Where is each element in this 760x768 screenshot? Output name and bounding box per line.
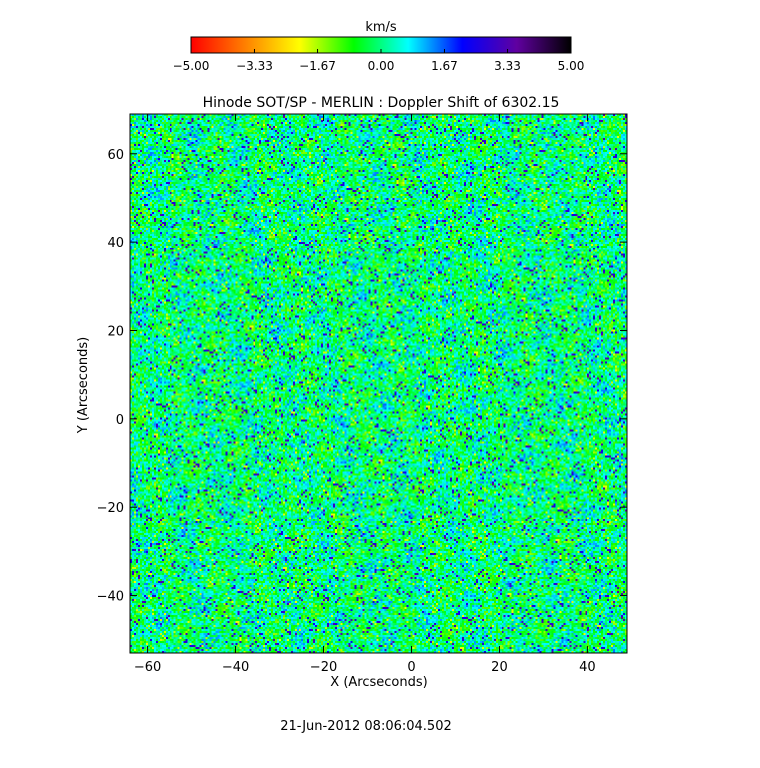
colorbar-label: km/s: [365, 20, 397, 35]
y-tick-label: 40: [107, 236, 124, 251]
colorbar-tick-label: 0.00: [368, 59, 395, 73]
y-tick-label: −20: [97, 501, 124, 516]
x-tick-label: 0: [407, 660, 415, 675]
x-tick-label: −20: [310, 660, 337, 675]
x-axis-label: X (Arcseconds): [330, 675, 427, 690]
colorbar-tick-label: −3.33: [236, 59, 273, 73]
y-tick-label: 0: [116, 413, 124, 428]
plot-frame: [129, 113, 628, 654]
y-tick-label: 60: [107, 148, 124, 163]
colorbar-tick-label: 1.67: [431, 59, 458, 73]
y-tick-label: 20: [107, 324, 124, 339]
colorbar-ticks: −5.00 −3.33 −1.67 0.00 1.67 3.33 5.00: [173, 49, 585, 73]
timestamp: 21-Jun-2012 08:06:04.502: [280, 719, 452, 734]
x-tick-label: 40: [579, 660, 596, 675]
colorbar-tick-label: 5.00: [558, 59, 585, 73]
colorbar-tick-label: −5.00: [173, 59, 210, 73]
x-tick-label: 20: [491, 660, 508, 675]
chart-title: Hinode SOT/SP - MERLIN : Doppler Shift o…: [203, 95, 560, 111]
x-tick-label: −40: [222, 660, 249, 675]
colorbar-tick-label: −1.67: [299, 59, 336, 73]
y-tick-label: −40: [97, 590, 124, 605]
y-axis: −40 −20 0 20 40 60: [97, 148, 627, 605]
heatmap-image: [130, 114, 627, 653]
y-axis-label: Y (Arcseconds): [76, 337, 91, 434]
colorbar-tick-label: 3.33: [494, 59, 521, 73]
doppler-map: [130, 114, 627, 653]
x-axis: −60 −40 −20 0 20 40: [134, 114, 596, 675]
x-tick-label: −60: [134, 660, 161, 675]
